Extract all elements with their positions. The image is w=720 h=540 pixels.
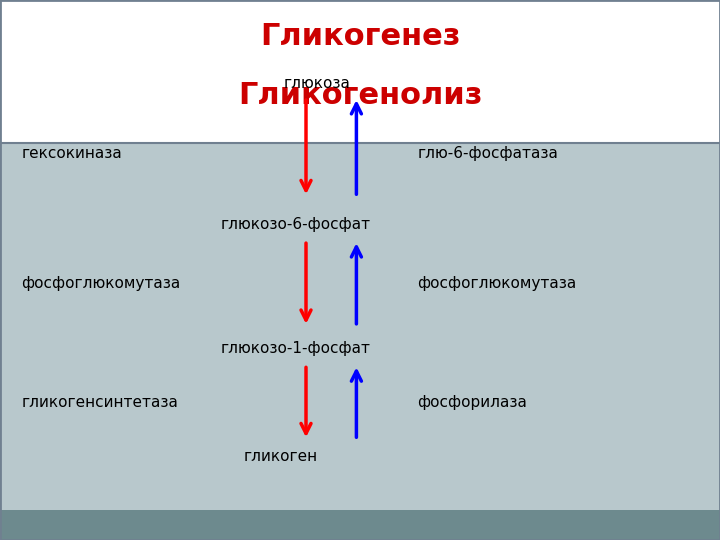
Text: фосфоглюкомутаза: фосфоглюкомутаза xyxy=(418,276,577,291)
Text: глю-6-фосфатаза: глю-6-фосфатаза xyxy=(418,146,559,161)
Text: гликогенсинтетаза: гликогенсинтетаза xyxy=(22,395,179,410)
Text: глюкоза: глюкоза xyxy=(284,76,350,91)
Text: фосфоглюкомутаза: фосфоглюкомутаза xyxy=(22,276,181,291)
Text: глюкозо-6-фосфат: глюкозо-6-фосфат xyxy=(220,217,370,232)
Text: фосфорилаза: фосфорилаза xyxy=(418,395,528,410)
Text: глюкозо-1-фосфат: глюкозо-1-фосфат xyxy=(220,341,370,356)
Bar xyxy=(0,0,720,143)
Text: Гликогенез: Гликогенез xyxy=(260,22,460,51)
Text: гликоген: гликоген xyxy=(244,449,318,464)
Text: гексокиназа: гексокиназа xyxy=(22,146,122,161)
Bar xyxy=(0,510,720,540)
Text: Гликогенолиз: Гликогенолиз xyxy=(238,82,482,110)
